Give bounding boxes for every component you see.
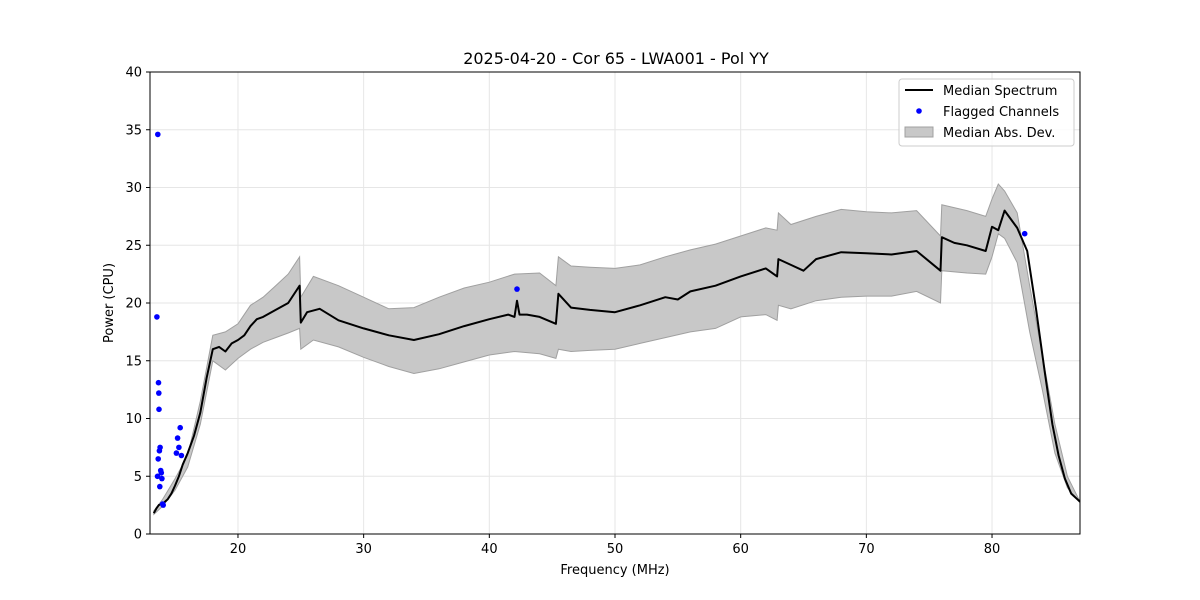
- x-tick-label: 40: [481, 542, 498, 557]
- x-tick-label: 50: [607, 542, 624, 557]
- legend-mad-swatch: [904, 126, 934, 138]
- flagged-channel-point: [173, 450, 180, 456]
- flagged-channels-layer: [154, 131, 1028, 508]
- legend: Median Spectrum Flagged Channels Median …: [898, 78, 1075, 147]
- y-tick-label: 20: [125, 297, 142, 312]
- flagged-channel-point: [155, 456, 161, 462]
- flagged-channel-point: [177, 424, 183, 431]
- flagged-channel-point: [155, 131, 161, 138]
- flagged-channel-point: [160, 502, 166, 508]
- flagged-channel-point: [154, 314, 160, 320]
- flagged-channel-point: [174, 435, 181, 441]
- x-tick-label: 30: [355, 542, 372, 557]
- x-tick-label: 20: [230, 542, 247, 557]
- flagged-channel-point: [157, 444, 163, 451]
- legend-flagged-swatch: [916, 108, 922, 114]
- flagged-channel-point: [1021, 230, 1028, 237]
- legend-flagged-label: Flagged Channels: [943, 105, 1059, 120]
- median-spectrum-line: [152, 209, 1081, 514]
- legend-mad-label: Median Abs. Dev.: [943, 126, 1055, 141]
- flagged-channel-point: [514, 286, 520, 292]
- x-axis-label: Frequency (MHz): [560, 563, 669, 578]
- flagged-channel-point: [157, 483, 163, 490]
- flagged-channel-point: [178, 452, 185, 459]
- flagged-channel-point: [156, 390, 162, 396]
- chart-title: 2025-04-20 - Cor 65 - LWA001 - Pol YY: [463, 49, 769, 68]
- y-tick-label: 10: [125, 412, 142, 427]
- flagged-channel-point: [159, 475, 165, 482]
- flagged-channel-point: [154, 473, 161, 480]
- y-tick-label: 40: [125, 66, 142, 81]
- x-tick-label: 80: [984, 542, 1001, 557]
- legend-box: [898, 78, 1075, 147]
- flagged-channel-point: [158, 470, 165, 476]
- y-tick-label: 5: [134, 470, 142, 485]
- y-tick-label: 25: [125, 239, 142, 254]
- x-tick-label: 60: [732, 542, 749, 557]
- mad-band: [153, 183, 1081, 516]
- mad-band-layer: [153, 183, 1081, 516]
- y-tick-label: 30: [125, 181, 142, 196]
- legend-median-label: Median Spectrum: [943, 84, 1057, 99]
- y-tick-label: 35: [125, 123, 142, 138]
- x-axis-ticks: 20 30 40 50 60 70 80: [230, 534, 1001, 557]
- flagged-channel-point: [156, 406, 162, 413]
- y-tick-label: 15: [125, 354, 142, 369]
- x-tick-label: 70: [858, 542, 875, 557]
- median-spectrum-layer: [152, 209, 1081, 514]
- flagged-channel-point: [176, 444, 182, 451]
- flagged-channel-point: [155, 379, 162, 386]
- y-axis-label: Power (CPU): [102, 263, 117, 343]
- y-axis-ticks: 0 5 10 15 20 25 30 35 40: [125, 66, 150, 543]
- y-tick-label: 0: [134, 528, 142, 543]
